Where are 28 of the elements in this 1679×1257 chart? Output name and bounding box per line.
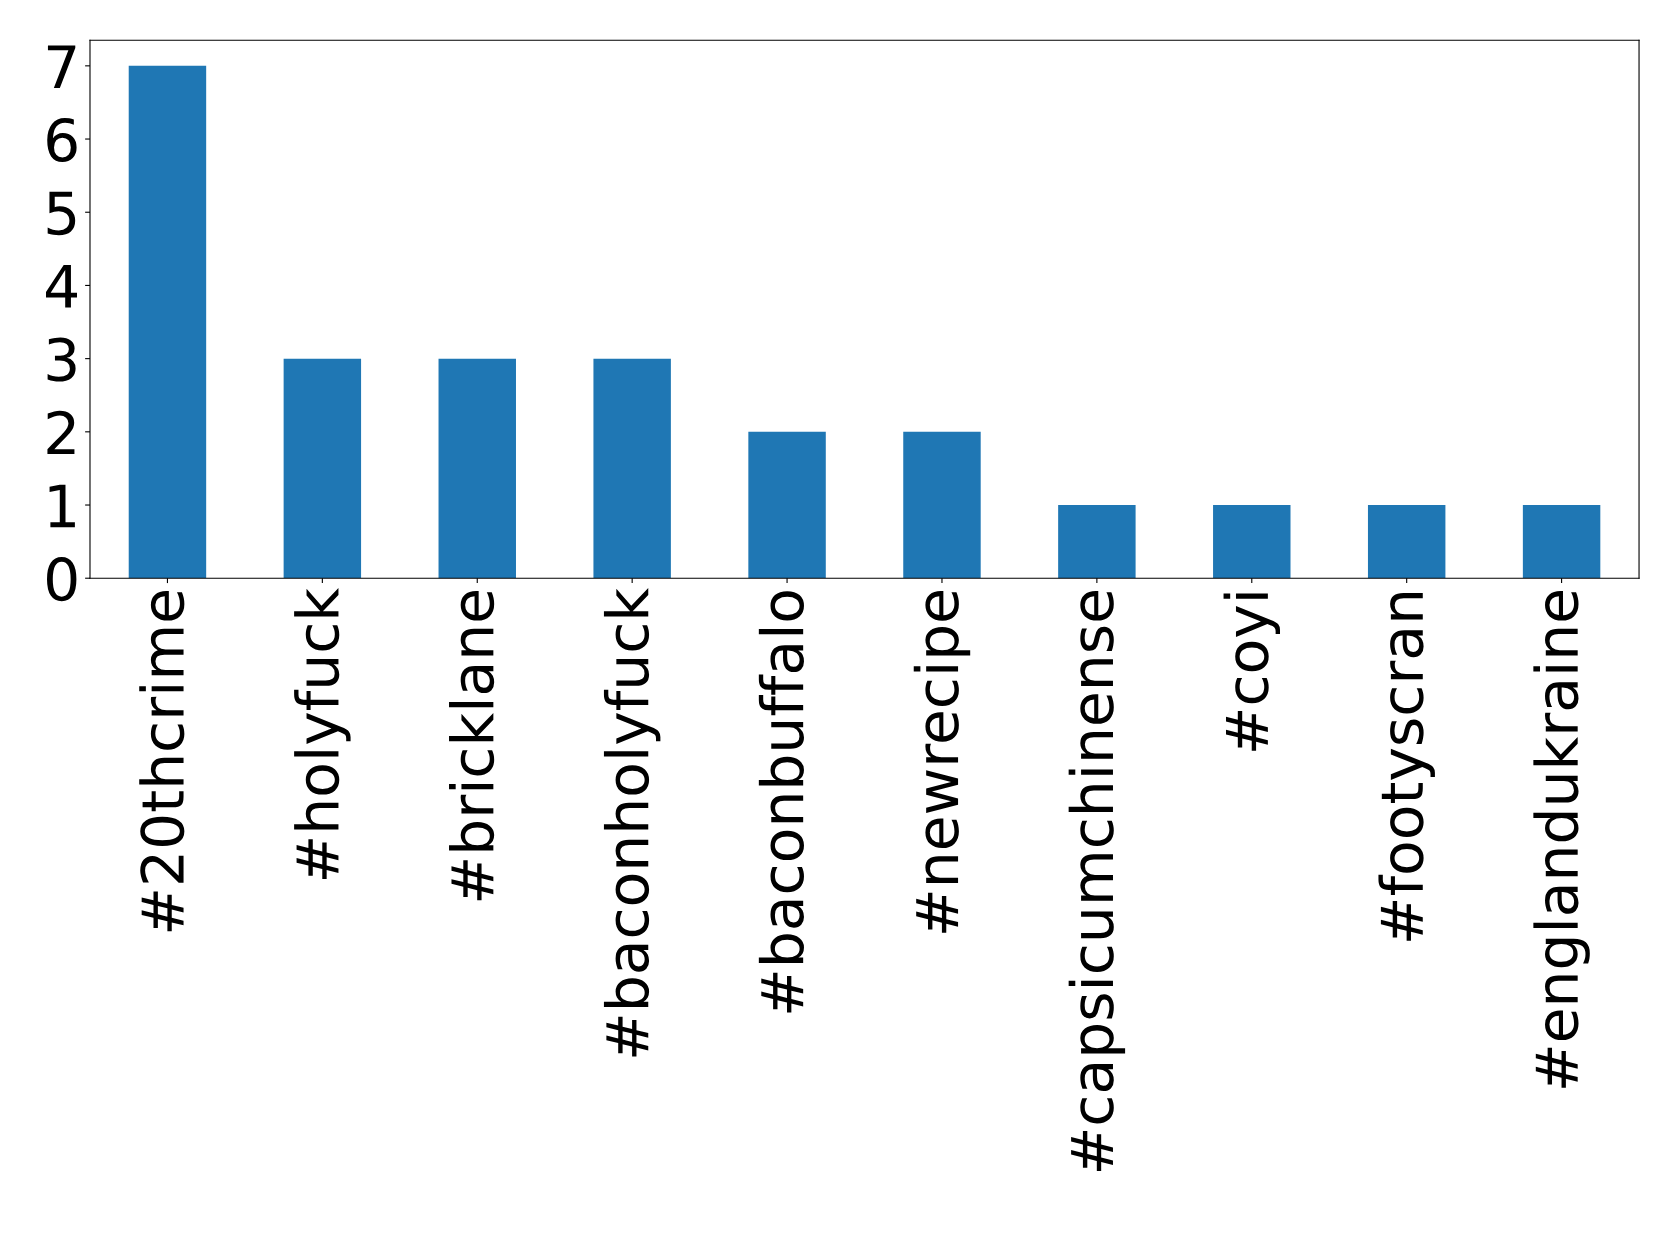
- bar: [438, 358, 516, 579]
- y-tick-label: 2: [47, 410, 75, 454]
- y-tick-label: 0: [47, 557, 77, 602]
- y-tick-label: 1: [49, 484, 75, 528]
- bar: [903, 431, 981, 579]
- x-tick-label: #newrecipe: [913, 591, 971, 933]
- bar: [1058, 505, 1136, 579]
- bar: [1367, 505, 1446, 579]
- bar: [1522, 505, 1601, 579]
- y-tick-label: 7: [47, 45, 76, 88]
- bar: [128, 65, 207, 579]
- bar: [748, 431, 826, 579]
- y-tick-label: 5: [47, 191, 76, 236]
- y-tick-label: 6: [47, 117, 77, 163]
- x-tick-label: #footyscran: [1378, 592, 1435, 941]
- y-tick-label: 4: [46, 265, 77, 308]
- x-tick-label: #20thcrime: [139, 591, 185, 932]
- bar: [283, 358, 362, 579]
- y-tick-label: 3: [47, 337, 76, 382]
- x-tick-label: #holyfuck: [294, 588, 351, 880]
- bar: [593, 358, 671, 579]
- x-tick-label: #coyi: [1223, 593, 1281, 751]
- x-tick-label: #baconbuffalo: [758, 591, 804, 1013]
- x-tick-label: #bricklane: [449, 591, 495, 901]
- x-tick-label: #englandukraine: [1533, 591, 1590, 1088]
- x-tick-label: #baconholyfuck: [603, 588, 661, 1057]
- x-tick-label: #capsicumchinense: [1068, 591, 1126, 1171]
- bar: [1213, 505, 1291, 579]
